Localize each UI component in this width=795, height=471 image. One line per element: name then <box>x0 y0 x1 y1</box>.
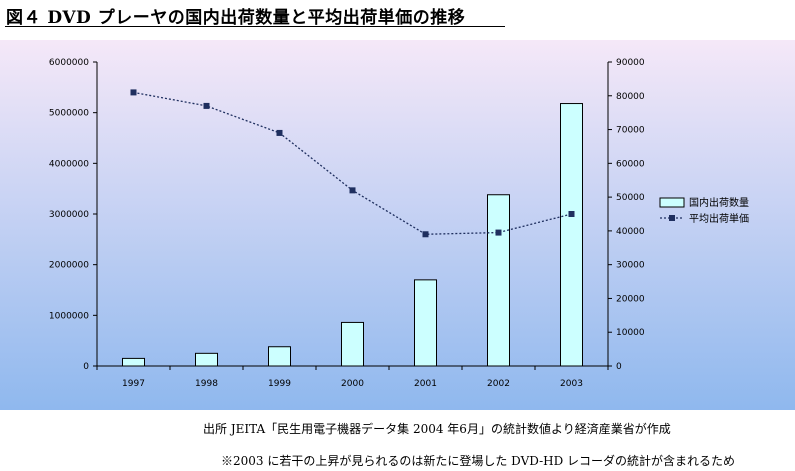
right-tick-label: 90000 <box>616 58 645 68</box>
line-point-1997 <box>130 89 137 96</box>
left-tick-label: 4000000 <box>49 159 89 169</box>
legend-line-marker <box>669 215 675 221</box>
x-tick-label: 2001 <box>414 379 437 389</box>
right-tick-label: 60000 <box>616 159 645 169</box>
left-tick-label: 5000000 <box>49 109 89 119</box>
bar-2003 <box>560 103 583 367</box>
left-tick-label: 1000000 <box>49 311 89 321</box>
line-point-2003 <box>568 211 575 217</box>
footnote: ※2003 に若干の上昇が見られるのは新たに登場した DVD-HD レコーダの統… <box>221 454 736 468</box>
right-tick-label: 30000 <box>616 261 645 271</box>
chart: 0 1000000 2000000 3000000 4000000 5000000 6000… <box>0 40 795 410</box>
right-tick-label: 50000 <box>616 193 645 203</box>
right-tick-label: 0 <box>616 362 622 372</box>
left-tick-label: 3000000 <box>49 210 89 220</box>
legend-bar-label: 国内出荷数量 <box>689 196 749 209</box>
bar-1999 <box>268 346 291 367</box>
chart-background <box>0 40 795 410</box>
x-tick-label: 1997 <box>122 379 145 389</box>
x-tick-label: 2000 <box>341 379 364 389</box>
right-tick-label: 20000 <box>616 294 645 304</box>
legend-bar-swatch <box>659 197 685 208</box>
x-tick-label: 2002 <box>487 379 510 389</box>
legend-line-label: 平均出荷単価 <box>689 212 749 225</box>
left-tick-label: 6000000 <box>49 58 89 68</box>
bar-2001 <box>414 279 437 367</box>
right-tick-label: 10000 <box>616 328 645 338</box>
right-tick-label: 80000 <box>616 92 645 102</box>
line-point-2001 <box>422 231 429 238</box>
left-tick-label: 2000000 <box>49 261 89 271</box>
line-point-1999 <box>276 129 283 136</box>
bar-2002 <box>487 194 510 367</box>
right-tick-label: 40000 <box>616 227 645 237</box>
line-point-1998 <box>203 102 210 109</box>
bar-1998 <box>195 352 218 367</box>
x-tick-label: 1998 <box>195 379 218 389</box>
line-point-2000 <box>349 187 356 194</box>
right-tick-label: 70000 <box>616 126 645 136</box>
left-tick-label: 0 <box>83 362 89 372</box>
figure-title: 図４ DVD プレーヤの国内出荷数量と平均出荷単価の推移 <box>6 8 466 28</box>
x-tick-label: 2003 <box>560 379 583 389</box>
source-note: 出所 JEITA「民生用電子機器データ集 2004 年6月」の統計数値より経済産… <box>203 422 671 436</box>
bar-2000 <box>341 321 364 367</box>
bar-1997 <box>122 357 145 367</box>
line-point-2002 <box>495 229 502 236</box>
x-tick-label: 1999 <box>268 379 291 389</box>
title-underline <box>5 26 505 27</box>
